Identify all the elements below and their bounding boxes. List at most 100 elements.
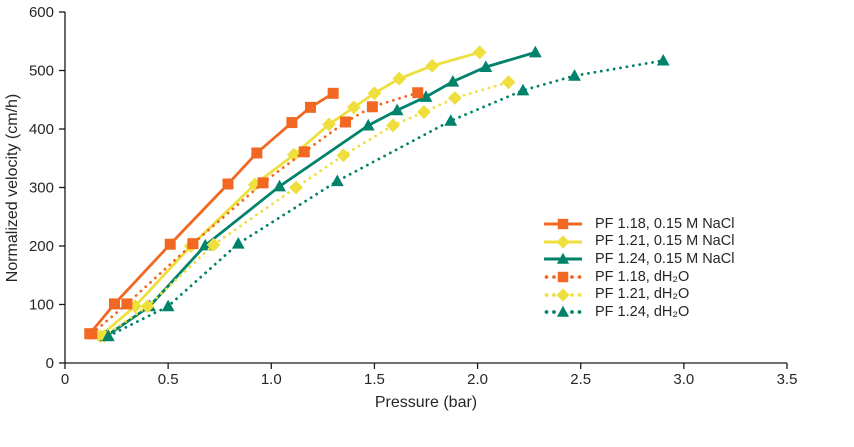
dot — [570, 292, 574, 297]
legend-label: PF 1.24, 0.15 M NaCl — [595, 250, 735, 267]
diamond-marker — [206, 237, 221, 252]
square-marker — [251, 147, 263, 159]
square-marker — [121, 298, 133, 310]
square-marker — [298, 146, 310, 158]
triangle-marker — [198, 238, 212, 251]
y-tick-label: 0 — [46, 355, 54, 372]
diamond-marker — [392, 71, 407, 86]
triangle-marker — [231, 237, 245, 249]
triangle-marker — [568, 69, 581, 81]
solid-line — [88, 92, 334, 335]
legend-item: PF 1.24, dH₂O — [543, 303, 734, 321]
triangle-marker — [516, 83, 530, 96]
diamond-marker — [472, 45, 487, 60]
data-series — [84, 45, 670, 344]
square-dotted-swatch — [544, 271, 582, 283]
square-marker — [222, 178, 234, 190]
dotted-line — [102, 80, 510, 338]
diamond-marker — [556, 288, 570, 302]
y-tick-label: 500 — [29, 63, 54, 80]
x-tick-label: 1.0 — [261, 371, 282, 388]
x-tick-label: 0.5 — [158, 371, 179, 388]
x-tick-label: 2.5 — [570, 371, 591, 388]
legend-item: PF 1.18, dH₂O — [543, 268, 734, 286]
legend-item: PF 1.21, dH₂O — [543, 286, 734, 304]
x-tick-label: 0 — [61, 371, 69, 388]
dot — [552, 292, 556, 297]
dot — [577, 310, 582, 315]
triangle-marker — [556, 306, 570, 318]
triangle-marker — [361, 118, 375, 131]
legend-item: PF 1.24, 0.15 M NaCl — [543, 250, 734, 268]
diamond-marker — [447, 91, 462, 105]
y-tick-label: 400 — [29, 121, 54, 138]
y-tick-label: 600 — [29, 4, 54, 21]
triangle-solid-swatch — [544, 252, 582, 264]
legend-label: PF 1.18, 0.15 M NaCl — [595, 215, 735, 232]
series-4-diamond-dotted — [97, 75, 516, 344]
square-marker — [327, 87, 339, 99]
diamond-marker — [425, 58, 440, 73]
dot — [544, 310, 549, 315]
square-marker — [187, 238, 199, 250]
triangle-dotted-swatch — [544, 306, 582, 318]
dot — [577, 275, 582, 279]
series-3-square-dotted — [86, 87, 424, 340]
square-marker — [164, 238, 176, 250]
y-tick-label: 100 — [29, 297, 54, 314]
triangle-marker — [101, 329, 115, 342]
y-axis-title: Normalized velocity (cm/h) — [4, 94, 21, 282]
legend-item: PF 1.18, 0.15 M NaCl — [543, 215, 734, 233]
triangle-marker — [444, 114, 458, 126]
triangle-marker — [161, 299, 175, 312]
square-marker — [340, 116, 352, 128]
diamond-marker — [501, 75, 516, 90]
y-tick-label: 200 — [29, 238, 54, 255]
dot — [577, 292, 582, 297]
triangle-marker — [273, 179, 286, 192]
triangle-marker — [656, 53, 670, 66]
square-marker — [366, 101, 378, 113]
solid-line — [105, 51, 536, 338]
square-marker — [286, 117, 298, 129]
square-marker — [557, 218, 569, 230]
square-marker — [86, 328, 98, 340]
x-tick-label: 1.5 — [364, 371, 385, 388]
legend-label: PF 1.21, 0.15 M NaCl — [595, 233, 735, 250]
square-marker — [557, 271, 569, 283]
square-marker — [304, 101, 316, 113]
dot — [552, 275, 556, 279]
diamond-marker — [556, 234, 570, 249]
square-marker — [257, 177, 269, 189]
square-marker — [412, 87, 424, 99]
dot — [544, 275, 549, 279]
triangle-marker — [330, 174, 344, 187]
square-solid-swatch — [544, 218, 582, 230]
dot — [570, 275, 574, 279]
triangle-marker — [446, 75, 460, 87]
diamond-marker — [289, 180, 303, 195]
triangle-marker — [556, 252, 570, 264]
triangle-marker — [528, 45, 542, 58]
diamond-marker — [417, 105, 431, 119]
y-tick-label: 300 — [29, 180, 54, 197]
square-marker — [109, 298, 121, 310]
diamond-solid-swatch — [544, 234, 582, 249]
axes: 0 0.5 1.0 1.5 2.0 2.5 3.0 3.5 0 100 200 300 400 500 60… — [29, 4, 797, 388]
dot — [544, 292, 549, 297]
dot — [570, 310, 574, 315]
series-5-triangle-dotted — [101, 53, 670, 342]
legend-label: PF 1.21, dH₂O — [595, 286, 690, 303]
dot — [552, 310, 556, 315]
x-axis-title: Pressure (bar) — [375, 394, 477, 411]
diamond-dotted-swatch — [544, 288, 582, 302]
series-2-triangle-solid — [99, 45, 542, 342]
triangle-marker — [419, 90, 433, 102]
diamond-marker — [386, 118, 400, 133]
legend: PF 1.18, 0.15 M NaCl PF 1.21, 0.15 M NaCl… — [543, 215, 734, 321]
legend-label: PF 1.24, dH₂O — [595, 304, 690, 321]
x-tick-label: 3.5 — [777, 371, 798, 388]
triangle-marker — [479, 60, 493, 72]
legend-label: PF 1.18, dH₂O — [595, 268, 690, 285]
